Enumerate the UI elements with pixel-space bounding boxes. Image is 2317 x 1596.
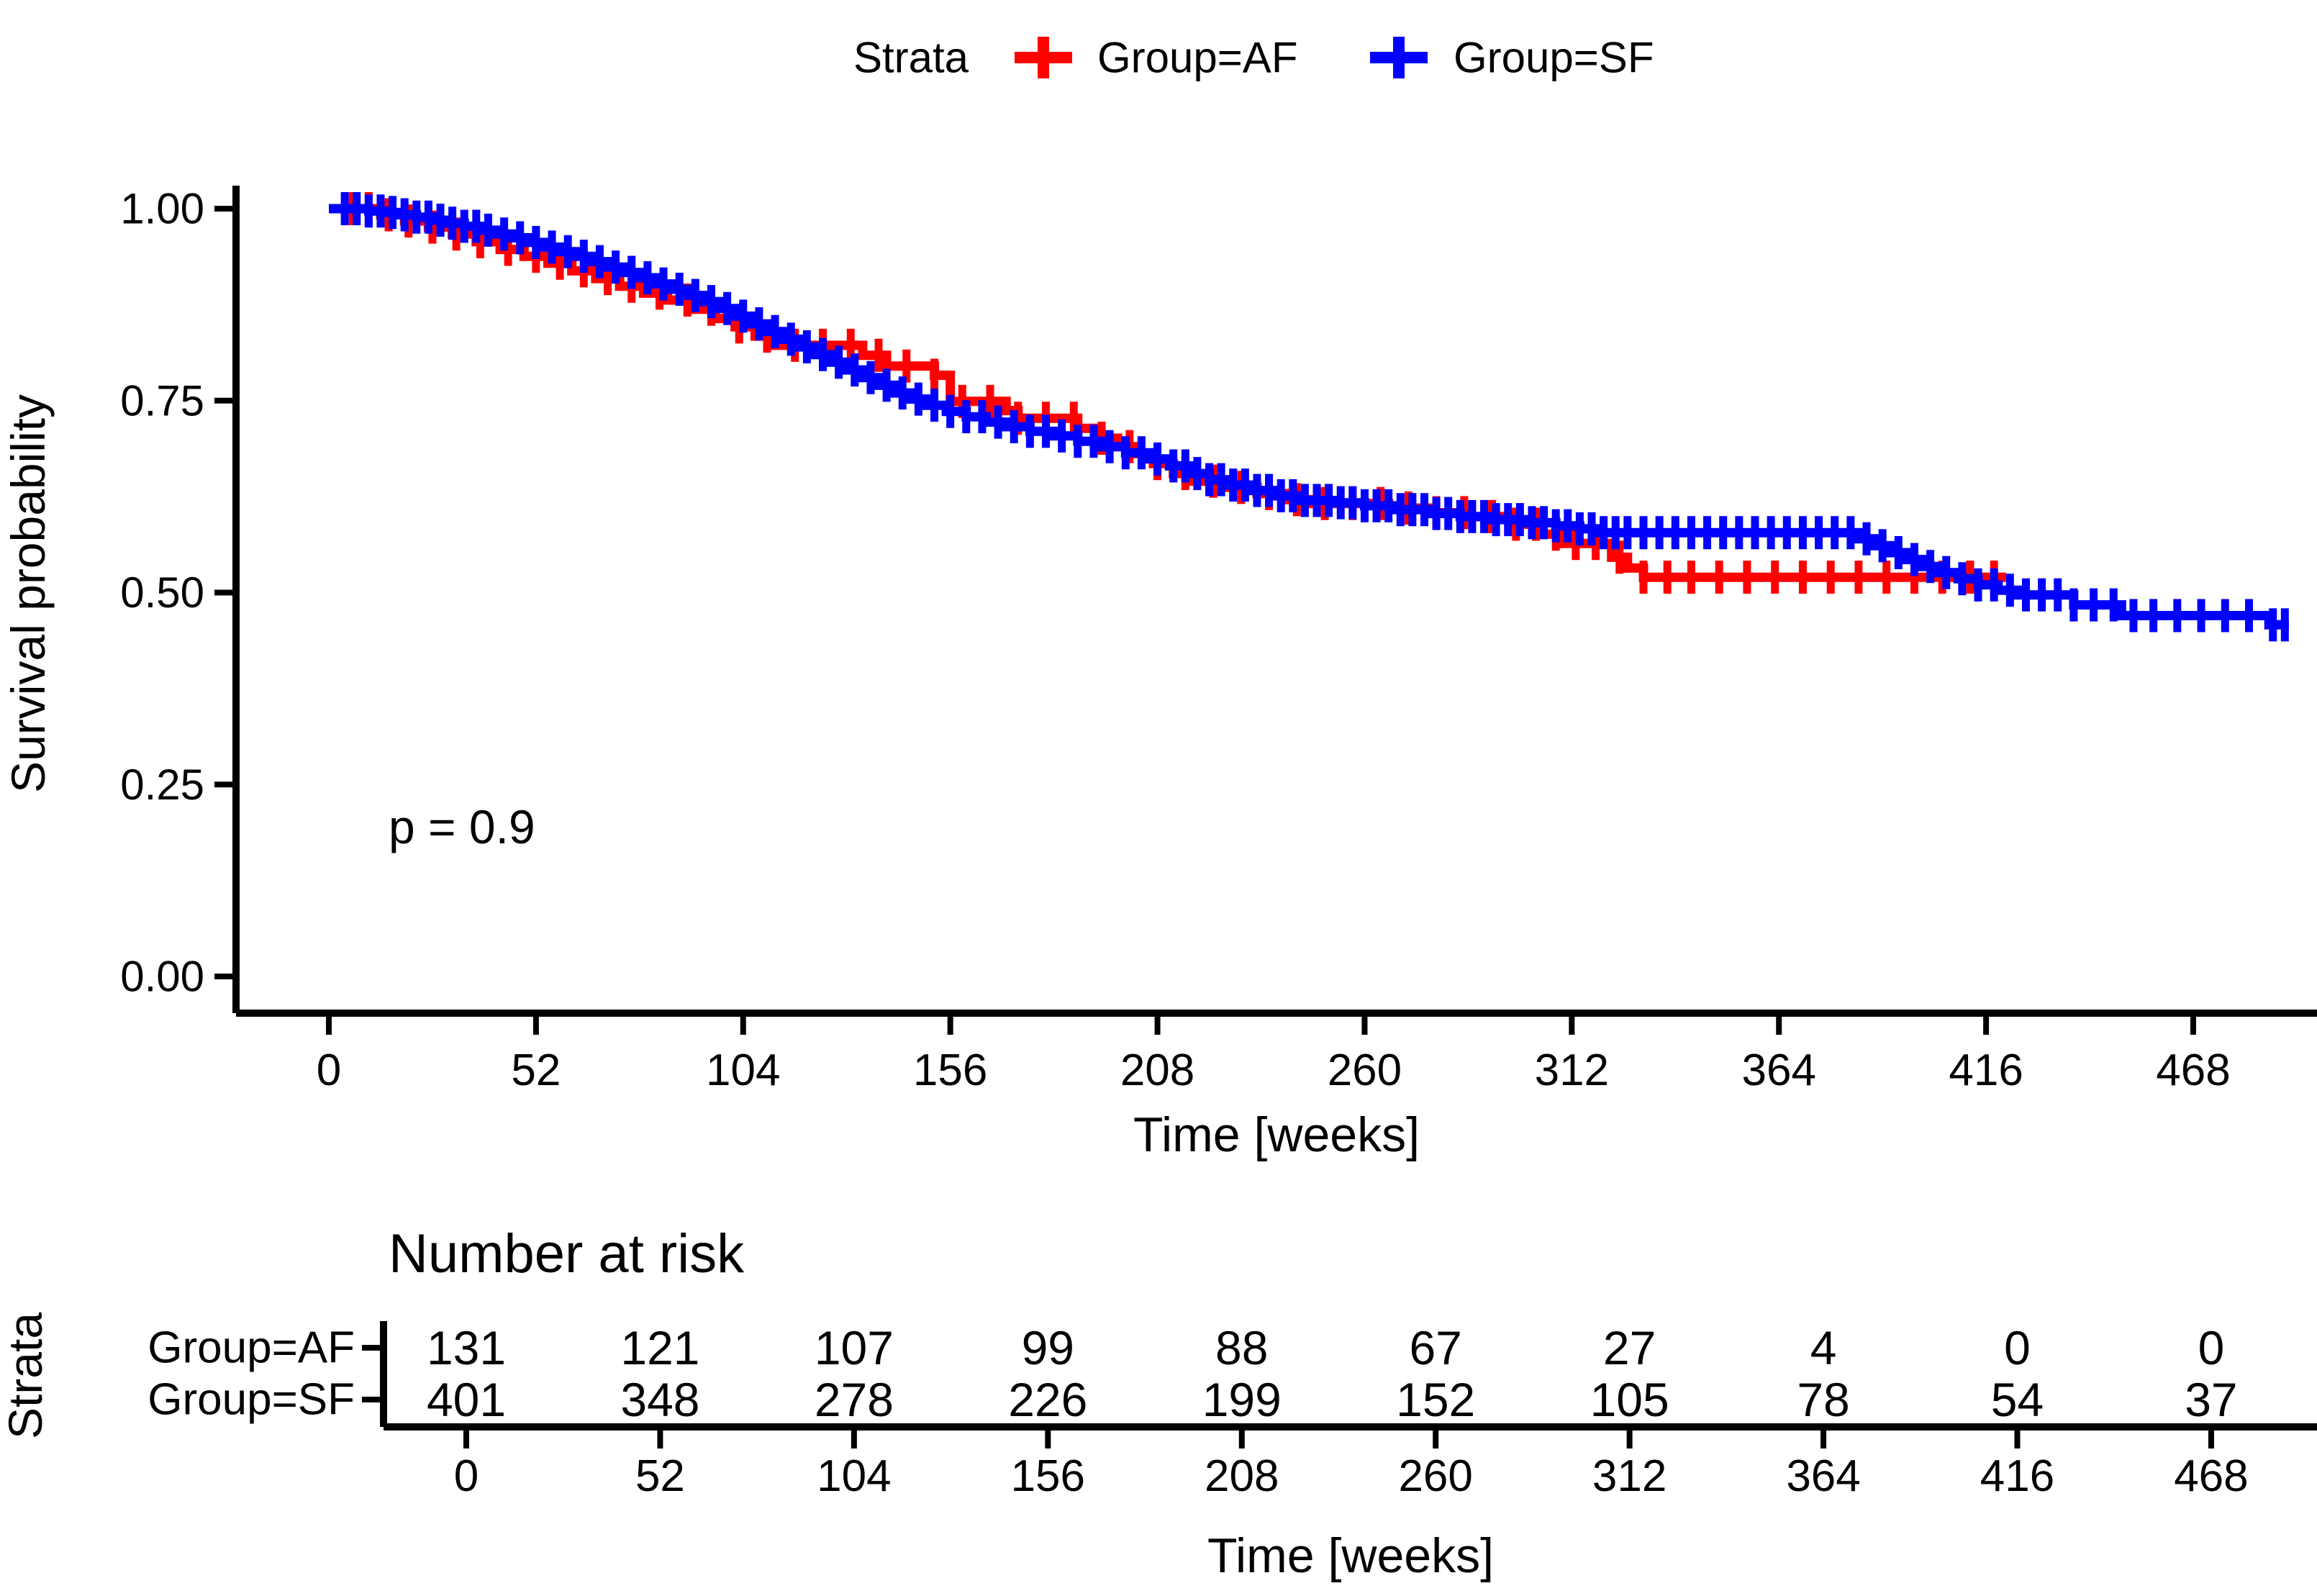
x-tick-label: 156 [913,1046,987,1095]
risk-x-tick-label: 312 [1592,1451,1667,1501]
risk-x-tick-label: 0 [454,1451,479,1501]
legend-marker-sf-icon [1370,37,1428,78]
y-tick-label: 1.00 [120,185,204,233]
risk-x-tick-label: 52 [635,1451,685,1501]
risk-x-axis-title: Time [weeks] [1207,1528,1494,1583]
risk-x-tick-label: 364 [1786,1451,1860,1501]
y-tick-label: 0.50 [120,568,204,617]
p-value-annotation: p = 0.9 [389,800,535,853]
risk-count: 278 [815,1373,894,1426]
risk-count: 401 [427,1373,506,1426]
x-tick-label: 52 [511,1046,561,1095]
y-axis-title: Survival probability [1,394,55,793]
risk-count: 27 [1603,1321,1656,1374]
risk-count: 348 [620,1373,699,1426]
risk-count: 105 [1590,1373,1669,1426]
risk-count: 152 [1396,1373,1475,1426]
risk-count: 226 [1008,1373,1087,1426]
risk-x-tick-label: 208 [1205,1451,1279,1501]
risk-x-tick-label: 260 [1398,1451,1472,1501]
km-step-path [329,204,2289,630]
main-plot-axes: 1.00 0.75 0.50 0.25 0.00 0 52 104 156 208 260 312 36… [120,185,2317,1095]
risk-count: 4 [1810,1321,1837,1374]
risk-count: 88 [1215,1321,1268,1374]
risk-table-title: Number at risk [389,1223,745,1284]
risk-row-label-af: Group=AF [148,1323,355,1373]
legend-label-group-sf: Group=SF [1454,34,1654,82]
risk-count: 99 [1022,1321,1074,1374]
risk-count: 121 [620,1321,699,1374]
risk-x-tick-label: 104 [817,1451,891,1501]
y-tick-label: 0.00 [120,953,204,1001]
risk-count: 67 [1409,1321,1461,1374]
risk-x-tick-label: 468 [2174,1451,2248,1501]
legend-marker-af-icon [1015,37,1072,78]
risk-row-label-sf: Group=SF [148,1375,355,1425]
x-tick-label: 312 [1535,1046,1609,1095]
risk-count: 107 [815,1321,894,1374]
risk-count: 37 [2185,1373,2237,1426]
x-tick-label: 416 [1949,1046,2023,1095]
x-axis-title: Time [weeks] [1133,1107,1420,1162]
y-tick-label: 0.75 [120,376,204,425]
risk-count: 54 [1991,1373,2044,1426]
x-tick-label: 260 [1328,1046,1402,1095]
risk-x-tick-label: 156 [1011,1451,1085,1501]
risk-count: 131 [427,1321,506,1374]
risk-x-tick-label: 416 [1980,1451,2054,1501]
legend-label-group-af: Group=AF [1097,34,1297,82]
x-tick-label: 104 [706,1046,780,1095]
legend: Strata Group=AF Group=SF [853,34,1654,82]
x-tick-label: 0 [317,1046,341,1095]
x-tick-label: 364 [1741,1046,1815,1095]
x-tick-label: 208 [1120,1046,1194,1095]
risk-table: Number at risk Strata Group=AF 131 121 107 99 8… [0,1223,2317,1583]
risk-table-strata-label: Strata [0,1312,52,1439]
legend-title: Strata [853,34,969,82]
risk-count: 199 [1202,1373,1282,1426]
km-curve-sf [329,192,2289,642]
risk-count: 0 [2198,1321,2225,1374]
risk-count: 0 [2004,1321,2031,1374]
y-tick-label: 0.25 [120,761,204,809]
x-tick-label: 468 [2156,1046,2230,1095]
risk-count: 78 [1797,1373,1849,1426]
